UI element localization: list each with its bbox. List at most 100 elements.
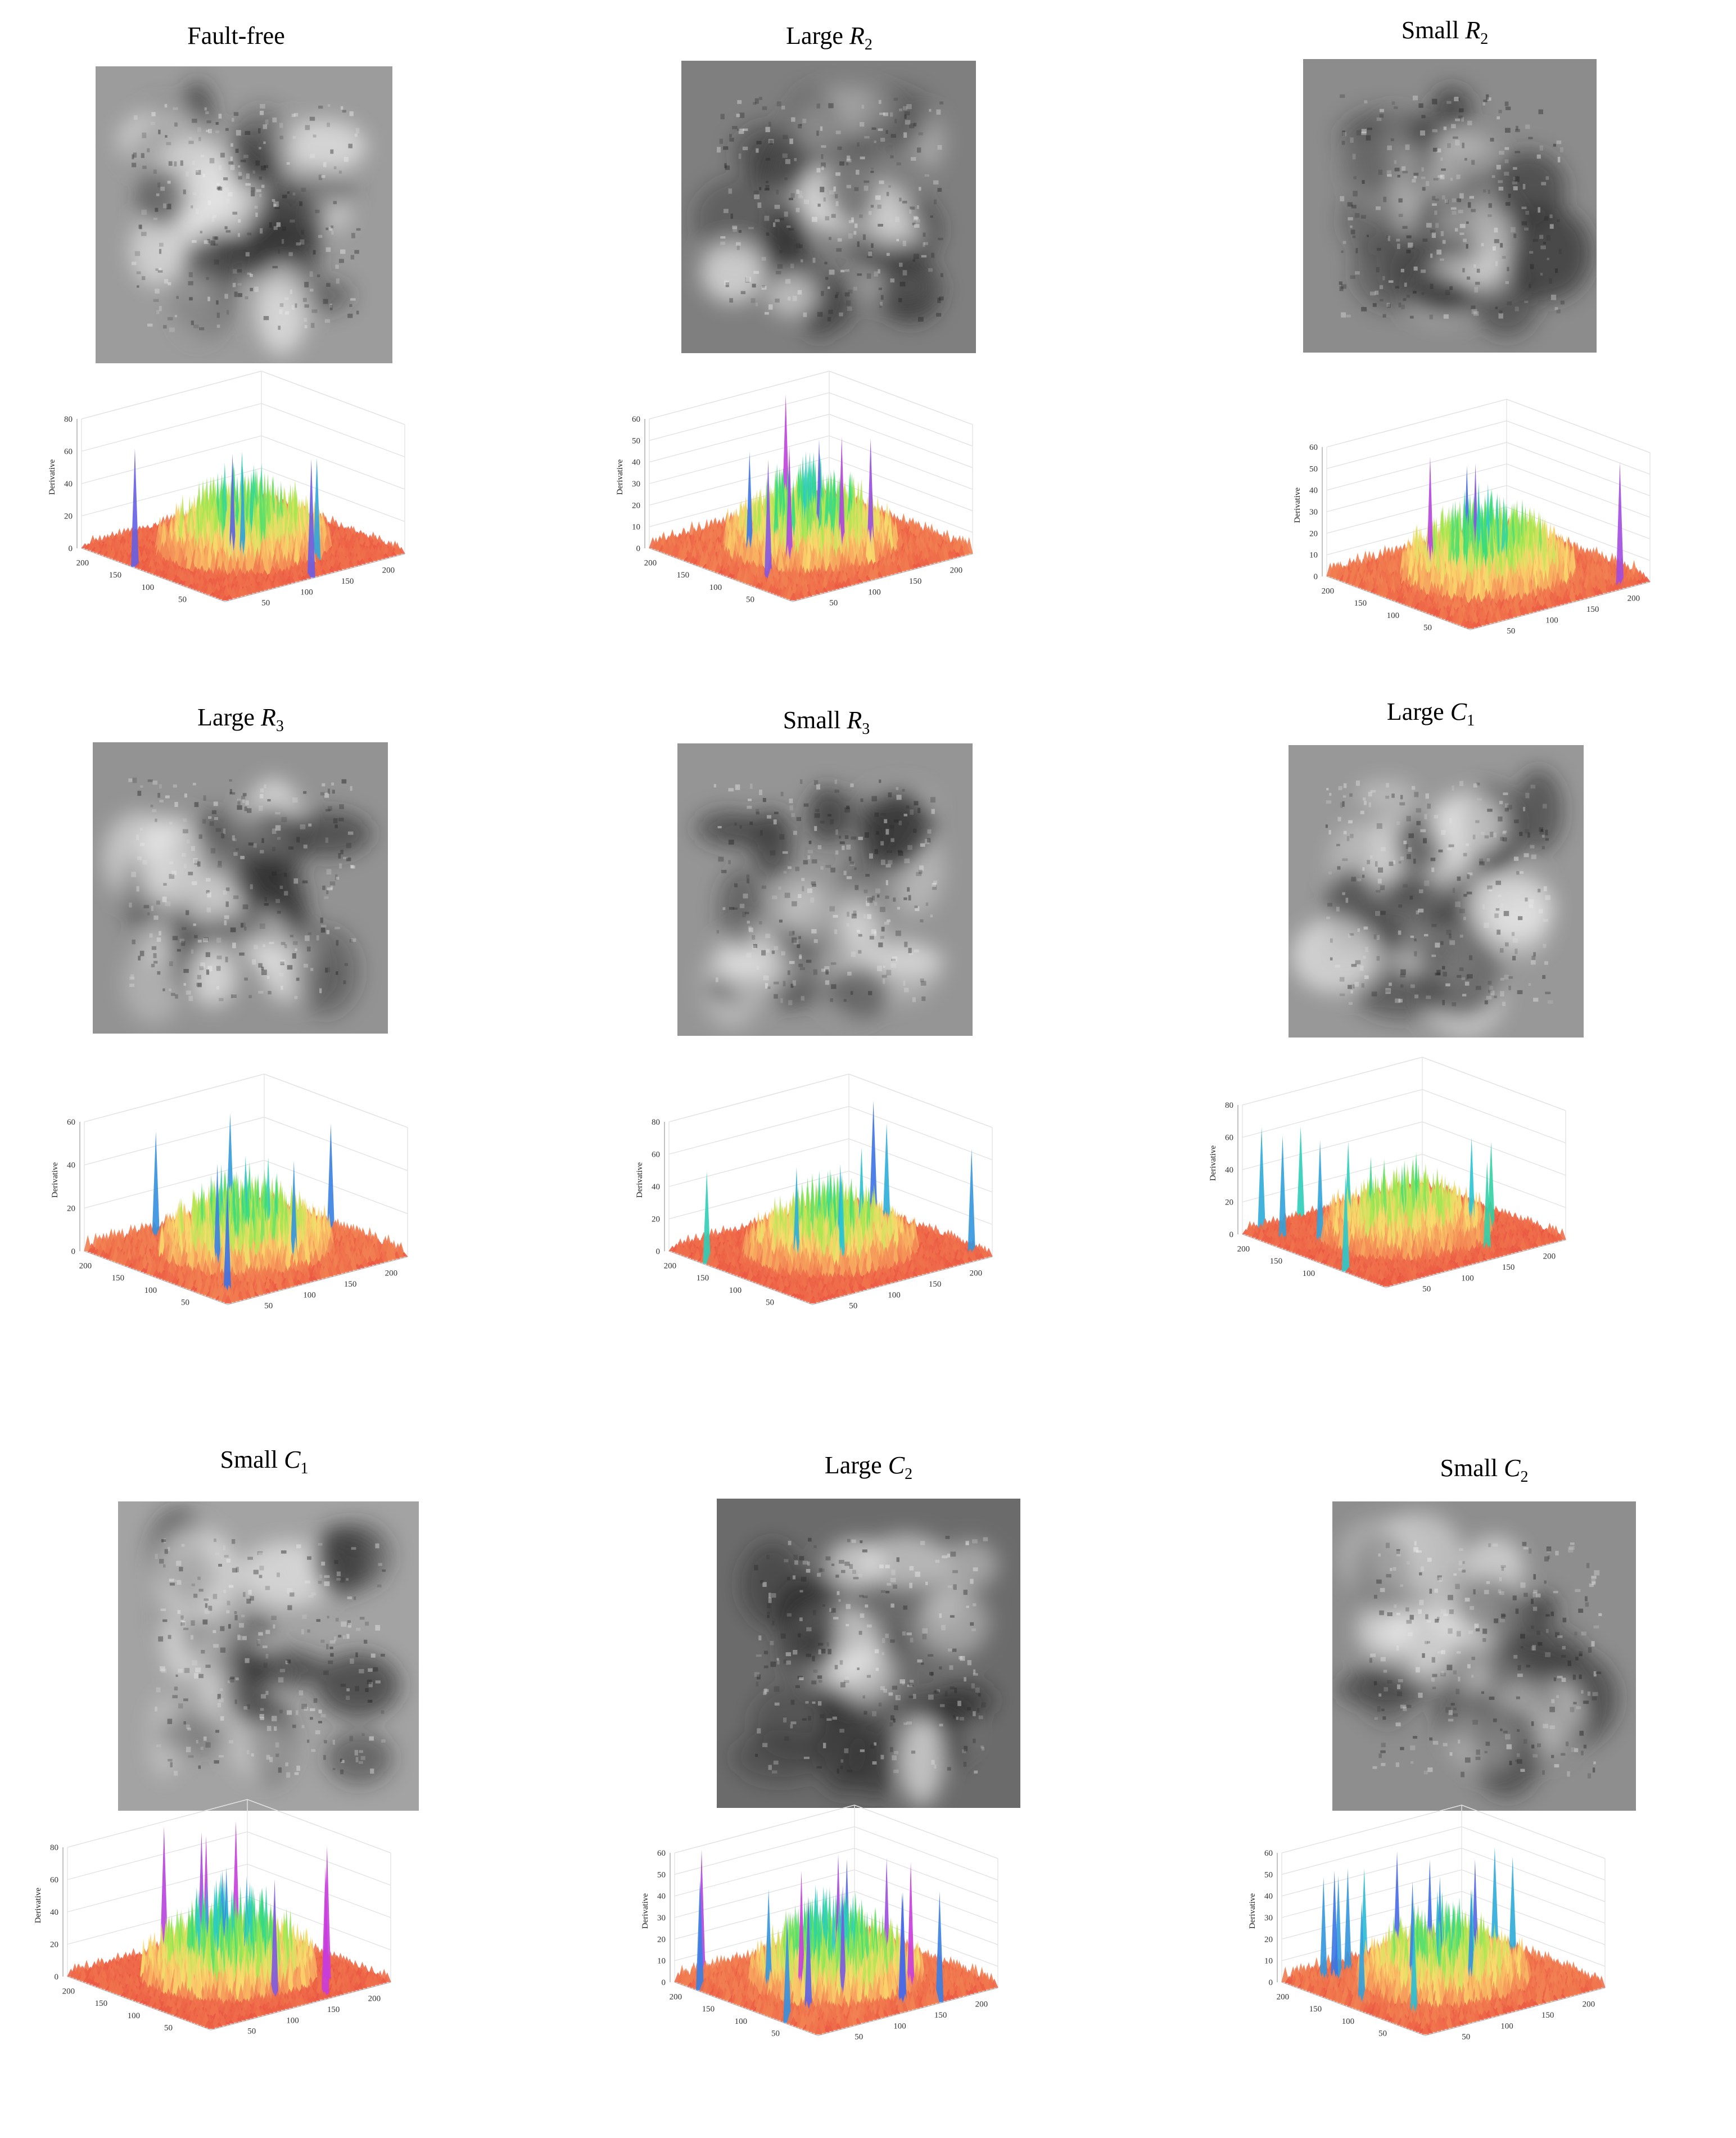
map-speckle xyxy=(236,269,242,273)
map-speckle xyxy=(327,104,331,107)
map-speckle xyxy=(812,258,816,263)
map-speckle xyxy=(1421,167,1424,172)
y-tick-label: 50 xyxy=(746,595,754,604)
map-speckle xyxy=(825,277,829,280)
map-speckle xyxy=(340,106,343,110)
map-speckle xyxy=(232,269,237,274)
map-speckle xyxy=(801,259,803,263)
surface-spike xyxy=(764,459,772,581)
surface-spike xyxy=(362,553,370,563)
map-speckle xyxy=(724,163,727,168)
map-speckle xyxy=(916,205,919,209)
surface-spike xyxy=(93,542,102,553)
map-blob xyxy=(766,274,818,315)
surface-spike xyxy=(229,586,237,599)
map-speckle xyxy=(200,231,203,233)
map-speckle xyxy=(1558,249,1562,254)
title-text: Fault-free xyxy=(187,22,284,49)
map-speckle xyxy=(914,224,920,228)
map-speckle xyxy=(912,259,915,262)
map-speckle xyxy=(762,106,767,110)
map-speckle xyxy=(139,224,142,229)
map-speckle xyxy=(828,286,830,289)
map-speckle xyxy=(917,317,924,322)
map-speckle xyxy=(1375,290,1379,295)
map-speckle xyxy=(864,181,870,183)
surface-spike xyxy=(272,576,281,588)
map-speckle xyxy=(279,303,284,307)
z-tick-label: 20 xyxy=(632,501,640,510)
map-speckle xyxy=(799,123,802,127)
map-speckle xyxy=(295,303,297,308)
surface-spike xyxy=(898,557,907,572)
surface-spike xyxy=(808,581,817,596)
map-speckle xyxy=(837,146,842,150)
map-speckle xyxy=(147,323,153,327)
map-speckle xyxy=(821,162,826,168)
map-speckle xyxy=(226,198,230,204)
map-speckle xyxy=(1505,106,1511,110)
map-speckle xyxy=(796,190,799,194)
map-speckle xyxy=(868,211,872,215)
map-speckle xyxy=(757,202,762,208)
map-speckle xyxy=(720,236,726,239)
map-speckle xyxy=(157,270,163,273)
map-speckle xyxy=(725,282,729,287)
map-speckle xyxy=(208,129,212,134)
map-speckle xyxy=(324,319,331,323)
map-speckle xyxy=(848,233,853,239)
z-axis-label: Derivative xyxy=(616,459,625,495)
map-speckle xyxy=(1447,143,1451,148)
map-speckle xyxy=(870,205,874,208)
map-speckle xyxy=(788,296,791,301)
map-speckle xyxy=(167,181,171,184)
map-speckle xyxy=(904,114,907,119)
map-speckle xyxy=(918,132,923,136)
map-speckle xyxy=(301,229,305,235)
map-speckle xyxy=(764,188,770,191)
map-speckle xyxy=(1546,235,1551,241)
map-speckle xyxy=(1342,130,1345,137)
map-speckle xyxy=(791,117,795,122)
map-speckle xyxy=(716,147,721,153)
map-blob xyxy=(866,216,923,247)
map-speckle xyxy=(729,137,734,142)
axis-grid-line xyxy=(649,457,973,511)
map-speckle xyxy=(263,141,266,145)
map-speckle xyxy=(1544,216,1549,221)
map-speckle xyxy=(894,119,897,124)
map-speckle xyxy=(921,255,927,258)
map-speckle xyxy=(1539,145,1543,151)
map-speckle xyxy=(333,166,337,169)
map-speckle xyxy=(338,170,342,174)
map-speckle xyxy=(356,310,359,315)
map-speckle xyxy=(788,197,793,200)
map-speckle xyxy=(264,165,269,168)
map-speckle xyxy=(854,187,859,191)
map-speckle xyxy=(723,209,729,213)
map-speckle xyxy=(197,127,201,132)
map-speckle xyxy=(291,305,295,310)
map-speckle xyxy=(1436,249,1442,255)
map-speckle xyxy=(754,98,759,104)
map-speckle xyxy=(885,130,888,134)
map-speckle xyxy=(132,154,134,160)
map-speckle xyxy=(1494,227,1498,233)
map-speckle xyxy=(878,100,881,104)
map-speckle xyxy=(168,161,173,166)
map-speckle xyxy=(1387,236,1390,241)
map-speckle xyxy=(323,162,327,168)
surface-spike xyxy=(168,570,177,581)
map-speckle xyxy=(1422,187,1426,191)
map-speckle xyxy=(758,97,763,100)
map-speckle xyxy=(338,259,344,263)
map-speckle xyxy=(764,215,770,221)
map-speckle xyxy=(821,145,826,148)
grayscale-map-small-r2 xyxy=(1303,59,1597,353)
map-speckle xyxy=(739,112,745,118)
map-speckle xyxy=(937,188,942,192)
map-speckle xyxy=(785,279,791,284)
map-speckle xyxy=(329,227,333,231)
z-tick-label: 40 xyxy=(632,458,640,467)
map-speckle xyxy=(909,123,915,129)
